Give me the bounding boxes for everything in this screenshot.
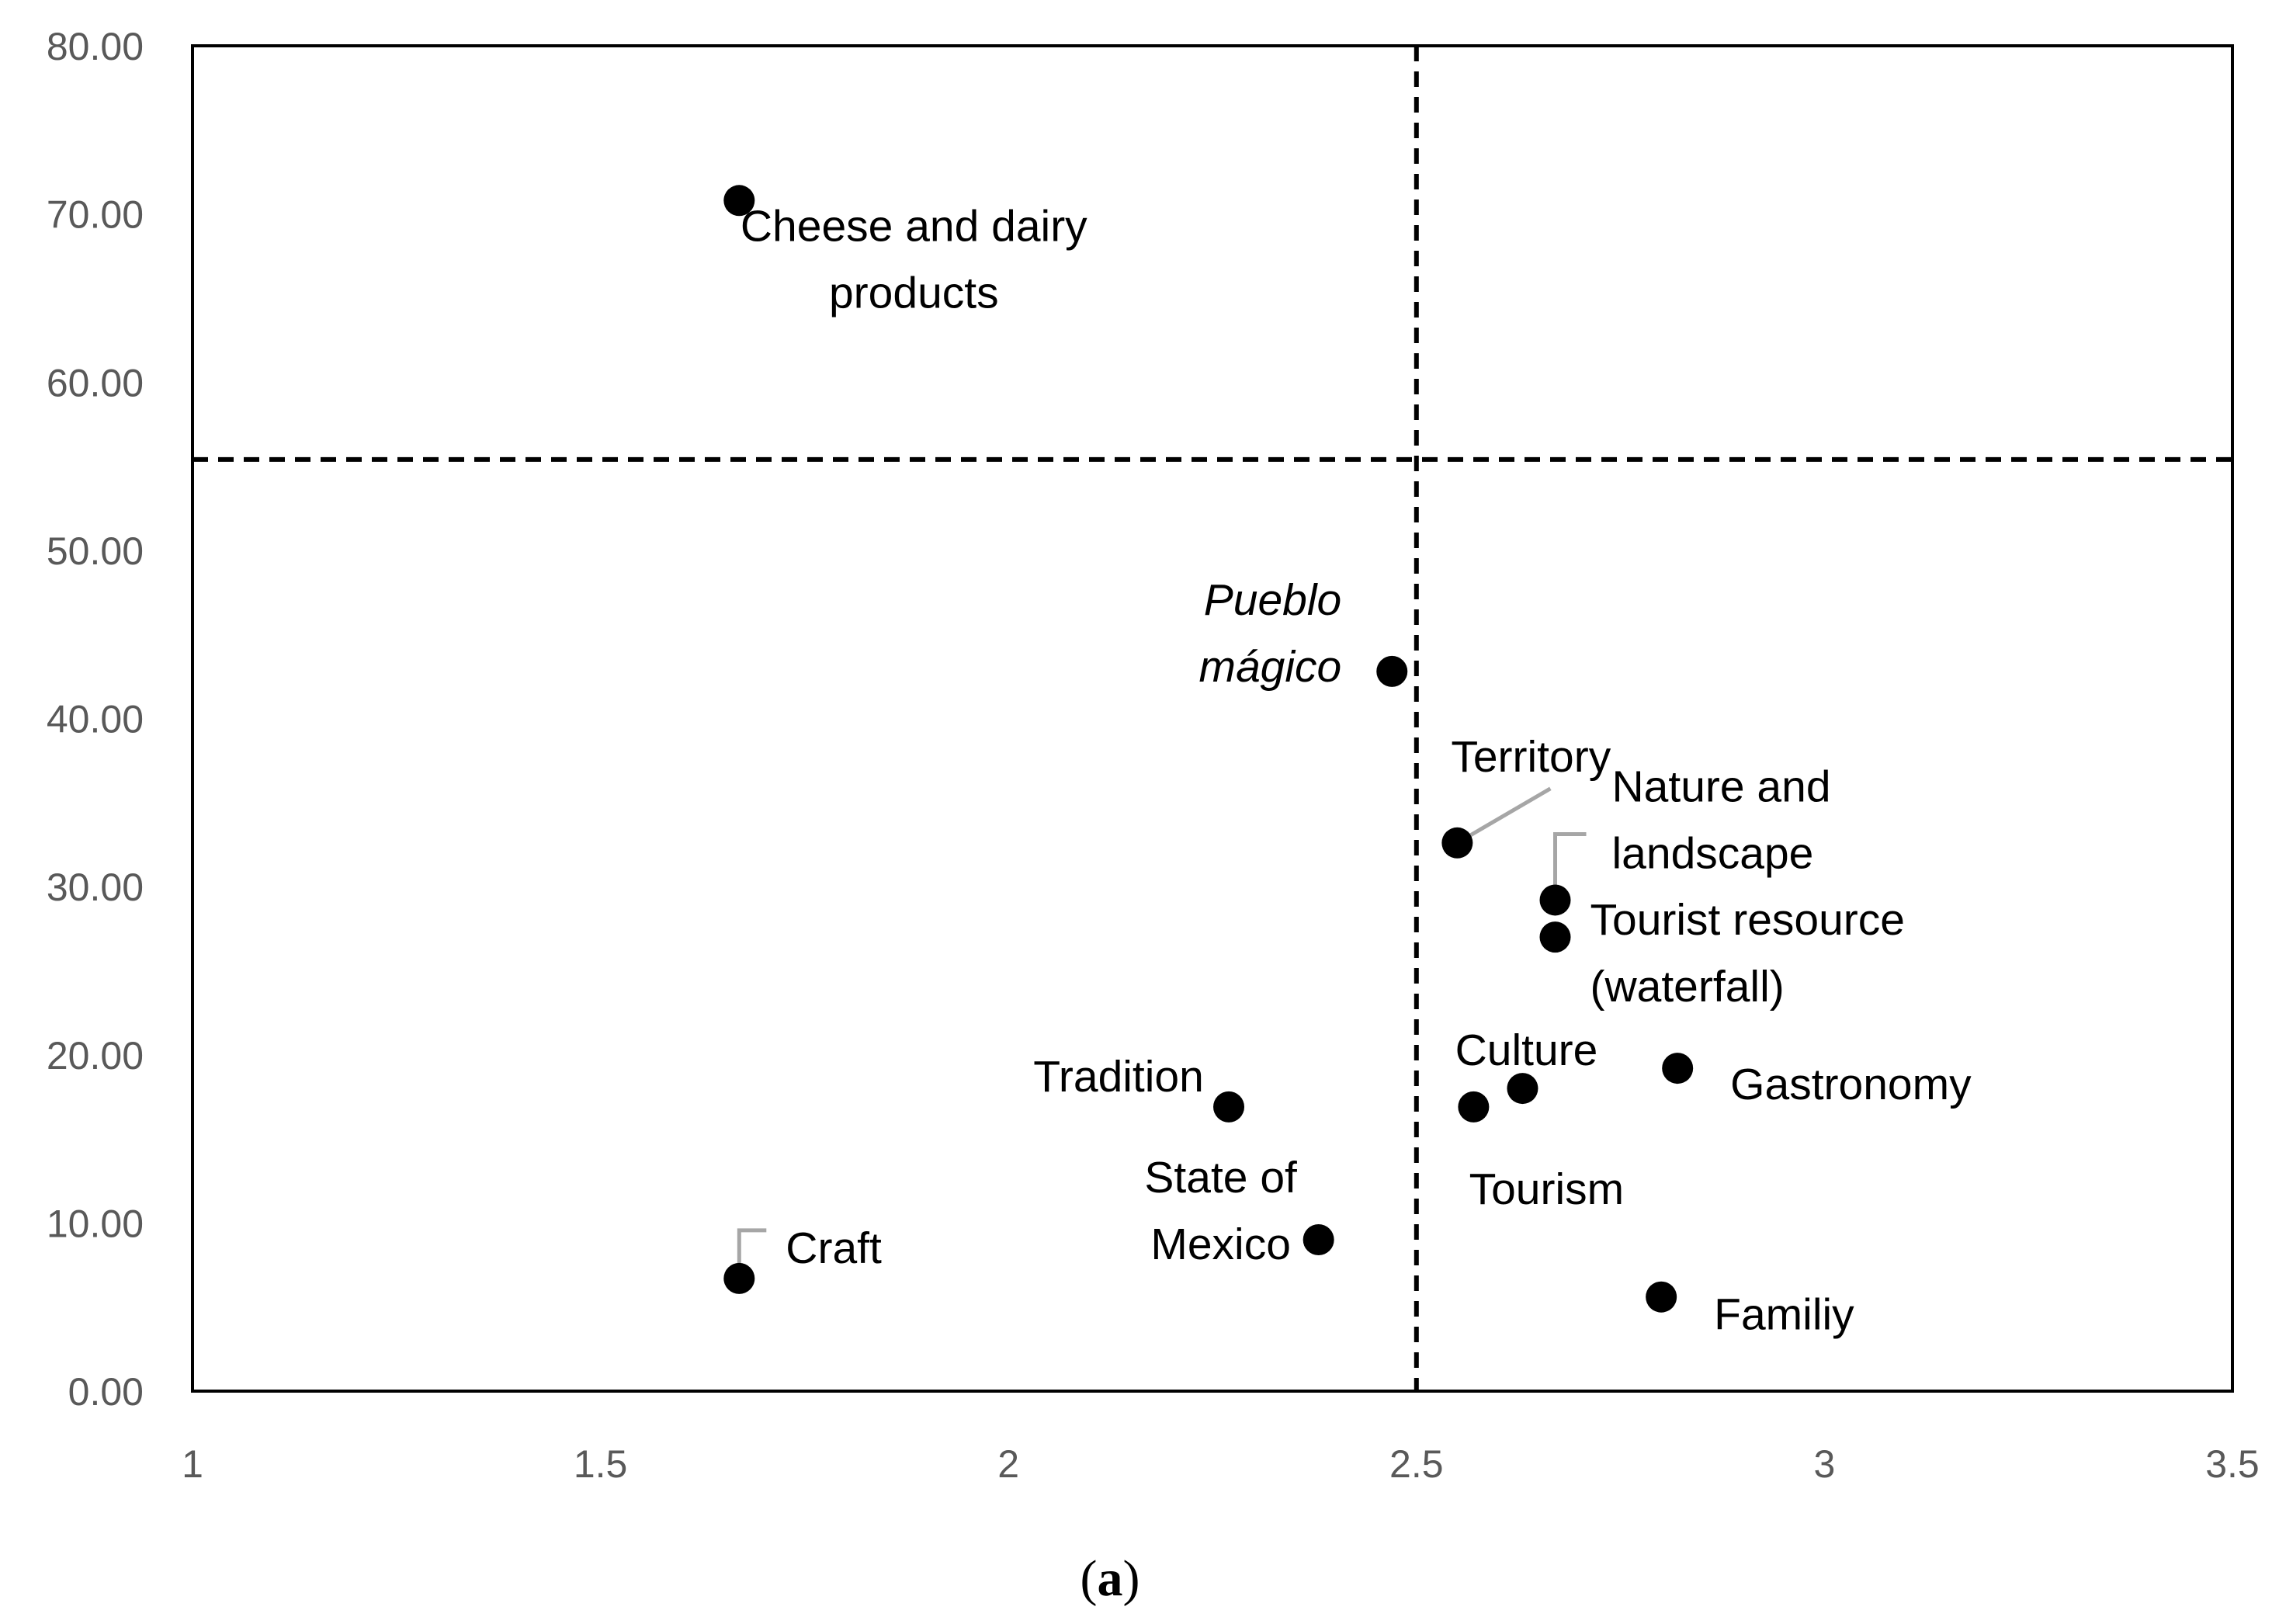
data-point-marker xyxy=(1662,1053,1694,1084)
y-tick-label: 30.00 xyxy=(47,866,144,909)
data-label-line: Culture xyxy=(1455,1025,1598,1075)
data-label: Pueblo mágico xyxy=(1199,575,1342,692)
reference-lines xyxy=(193,46,2232,1391)
data-label: Tradition xyxy=(1033,1052,1204,1102)
data-point-marker xyxy=(1303,1224,1334,1256)
y-tick-label: 60.00 xyxy=(47,361,144,404)
x-axis-ticks: 1 1.5 2 2.5 3 3.5 xyxy=(182,1442,2260,1486)
data-label-line: Gastronomy xyxy=(1730,1060,1972,1109)
data-label-line: Tradition xyxy=(1033,1052,1204,1102)
figure-caption: (a) xyxy=(1081,1550,1140,1607)
data-label-line: Nature and xyxy=(1612,762,1831,811)
data-label-line: mágico xyxy=(1199,642,1342,692)
data-label: Territory xyxy=(1451,732,1611,782)
caption-letter: a xyxy=(1098,1550,1123,1607)
data-point-marker xyxy=(1539,884,1571,916)
data-point-marker xyxy=(1458,1091,1490,1123)
leader-line xyxy=(1456,786,1552,845)
y-tick-label: 10.00 xyxy=(47,1202,144,1245)
y-tick-label: 70.00 xyxy=(47,193,144,237)
data-label-line: Craft xyxy=(786,1223,882,1273)
data-label: Gastronomy xyxy=(1730,1060,1972,1109)
data-label-line: State of xyxy=(1144,1153,1297,1202)
leader-line xyxy=(737,1228,767,1279)
data-point-marker xyxy=(1376,655,1408,687)
y-tick-label: 20.00 xyxy=(47,1034,144,1077)
data-point-marker xyxy=(1213,1091,1245,1123)
x-tick-label: 1 xyxy=(182,1442,203,1486)
data-point-marker xyxy=(1539,921,1571,953)
data-label-line: landscape xyxy=(1612,828,1814,878)
x-tick-label: 3 xyxy=(1813,1442,1835,1486)
data-point-marker xyxy=(723,1262,755,1294)
data-label-line: (waterfall) xyxy=(1590,962,1785,1012)
plot-area-frame xyxy=(191,44,2234,1393)
label-leader-lines xyxy=(737,786,1587,1279)
data-label: State of Mexico xyxy=(1144,1153,1297,1269)
data-label: Tourism xyxy=(1469,1164,1625,1214)
data-labels: Cheese and dairy products Pueblo mágico Terr… xyxy=(741,201,1972,1339)
y-tick-label: 50.00 xyxy=(47,529,144,573)
data-label-line: Familiy xyxy=(1714,1290,1854,1340)
data-label-line: products xyxy=(829,268,999,318)
data-point-marker xyxy=(1507,1073,1538,1105)
y-tick-label: 80.00 xyxy=(47,25,144,68)
data-label: Tourist resource (waterfall) xyxy=(1590,895,1906,1012)
data-label-line: Tourism xyxy=(1469,1164,1625,1214)
data-point-marker xyxy=(1646,1281,1677,1313)
x-tick-label: 2.5 xyxy=(1389,1442,1444,1486)
y-tick-label: 0.00 xyxy=(68,1370,144,1414)
leader-line xyxy=(1553,831,1587,900)
data-label: Culture xyxy=(1455,1025,1598,1075)
x-tick-label: 2 xyxy=(997,1442,1019,1486)
data-label-line: Pueblo xyxy=(1204,575,1342,625)
data-label-line: Tourist resource xyxy=(1590,895,1906,945)
data-label: Craft xyxy=(786,1223,882,1273)
data-point-marker xyxy=(723,185,755,217)
y-tick-label: 40.00 xyxy=(47,698,144,741)
data-points xyxy=(723,185,1694,1313)
y-axis-ticks: 0.00 10.00 20.00 30.00 40.00 50.00 60.00 70.00 8… xyxy=(47,25,144,1414)
x-tick-label: 1.5 xyxy=(574,1442,628,1486)
data-label: Nature and landscape xyxy=(1612,762,1831,878)
data-label-line: Mexico xyxy=(1150,1220,1291,1269)
data-label: Cheese and dairy products xyxy=(741,201,1087,318)
x-tick-label: 3.5 xyxy=(2205,1442,2260,1486)
data-label-line: Cheese and dairy xyxy=(741,201,1087,251)
data-label-line: Territory xyxy=(1451,732,1611,782)
data-label: Familiy xyxy=(1714,1290,1854,1340)
data-point-marker xyxy=(1441,827,1473,859)
